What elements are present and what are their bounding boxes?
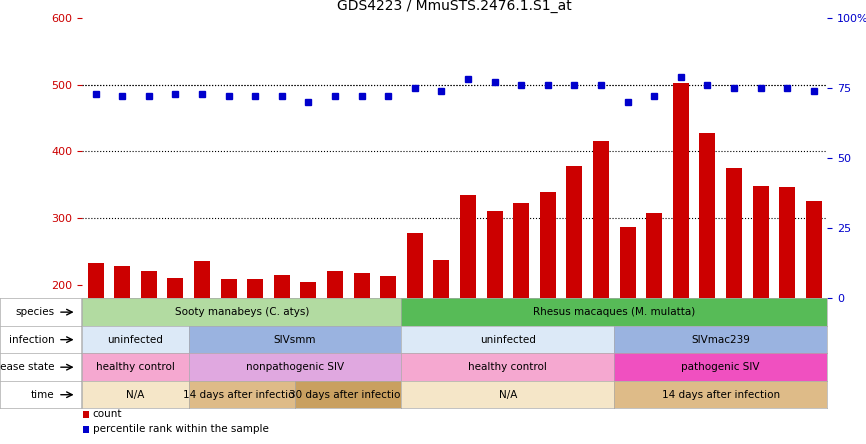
Bar bbox=[779, 187, 795, 419]
Text: 14 days after infection: 14 days after infection bbox=[662, 390, 779, 400]
Bar bbox=[593, 141, 609, 419]
Bar bbox=[540, 192, 556, 419]
Text: Rhesus macaques (M. mulatta): Rhesus macaques (M. mulatta) bbox=[533, 307, 695, 317]
Text: time: time bbox=[31, 390, 55, 400]
Text: Sooty manabeys (C. atys): Sooty manabeys (C. atys) bbox=[175, 307, 309, 317]
Bar bbox=[82, 426, 89, 433]
Text: N/A: N/A bbox=[126, 390, 145, 400]
Bar bbox=[353, 273, 370, 419]
Bar bbox=[566, 166, 582, 419]
Bar bbox=[221, 279, 236, 419]
Text: percentile rank within the sample: percentile rank within the sample bbox=[93, 424, 268, 434]
Bar bbox=[301, 281, 316, 419]
Bar bbox=[274, 275, 290, 419]
Bar bbox=[487, 211, 502, 419]
Text: N/A: N/A bbox=[499, 390, 517, 400]
Bar bbox=[433, 260, 449, 419]
Text: disease state: disease state bbox=[0, 362, 55, 372]
Text: healthy control: healthy control bbox=[469, 362, 547, 372]
Text: SIVsmm: SIVsmm bbox=[274, 335, 316, 345]
Text: 30 days after infection: 30 days after infection bbox=[289, 390, 407, 400]
Bar bbox=[646, 213, 662, 419]
Bar bbox=[194, 261, 210, 419]
Bar bbox=[380, 276, 396, 419]
Bar bbox=[619, 227, 636, 419]
Text: uninfected: uninfected bbox=[107, 335, 164, 345]
Bar bbox=[753, 186, 768, 419]
Bar bbox=[141, 271, 157, 419]
Text: infection: infection bbox=[10, 335, 55, 345]
Bar bbox=[514, 203, 529, 419]
Text: uninfected: uninfected bbox=[480, 335, 536, 345]
Bar bbox=[167, 278, 184, 419]
Bar bbox=[460, 195, 476, 419]
Bar bbox=[700, 133, 715, 419]
Bar bbox=[82, 411, 89, 418]
Bar bbox=[114, 266, 130, 419]
Text: nonpathogenic SIV: nonpathogenic SIV bbox=[246, 362, 344, 372]
Bar bbox=[247, 279, 263, 419]
Text: pathogenic SIV: pathogenic SIV bbox=[682, 362, 759, 372]
Text: species: species bbox=[16, 307, 55, 317]
Bar bbox=[805, 201, 822, 419]
Title: GDS4223 / MmuSTS.2476.1.S1_at: GDS4223 / MmuSTS.2476.1.S1_at bbox=[337, 0, 572, 12]
Text: 14 days after infection: 14 days after infection bbox=[183, 390, 301, 400]
Text: healthy control: healthy control bbox=[96, 362, 175, 372]
Bar bbox=[327, 271, 343, 419]
Bar bbox=[407, 233, 423, 419]
Text: SIVmac239: SIVmac239 bbox=[691, 335, 750, 345]
Bar bbox=[673, 83, 688, 419]
Bar bbox=[87, 263, 104, 419]
Bar bbox=[726, 168, 742, 419]
Text: count: count bbox=[93, 409, 122, 420]
